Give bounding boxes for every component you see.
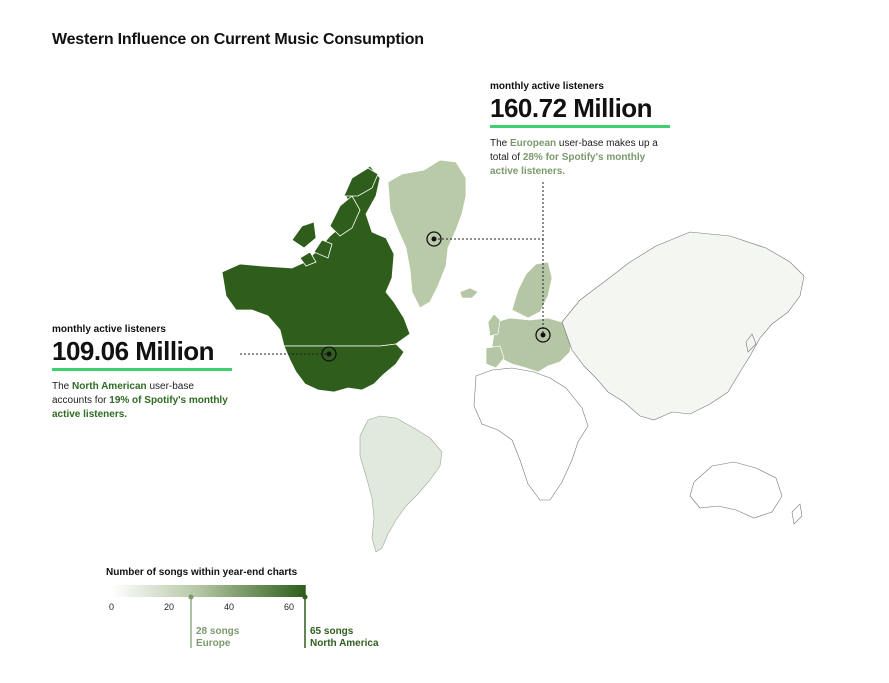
europe-mainland	[491, 317, 573, 373]
island-arctic-3	[299, 251, 317, 267]
region-south-america[interactable]	[359, 415, 443, 553]
legend-tick: 60	[284, 602, 295, 612]
legend-tick: 0	[109, 602, 115, 612]
japan	[745, 333, 757, 353]
region-greenland[interactable]	[387, 159, 467, 309]
island-arctic-1	[291, 221, 317, 249]
country-usa	[283, 343, 405, 393]
callout-kicker: monthly active listeners	[52, 324, 166, 335]
callout-description: The European user-base makes up a total …	[490, 138, 658, 177]
region-north-america[interactable]	[221, 165, 411, 393]
greenland-marker	[426, 231, 442, 247]
region-asia[interactable]	[561, 231, 805, 421]
island-baffin	[329, 195, 361, 237]
callout-rule	[490, 125, 670, 128]
new-zealand	[791, 503, 803, 525]
country-canada	[221, 165, 411, 347]
legend-label-north-america: 65 songs North America	[310, 626, 379, 649]
callout-rule	[52, 368, 232, 371]
callout-europe: monthly active listeners 160.72 Million …	[490, 81, 670, 179]
island-britain	[487, 313, 501, 337]
callout-kicker: monthly active listeners	[490, 81, 604, 92]
region-europe[interactable]	[485, 261, 573, 373]
legend-markers	[188, 585, 308, 648]
location-markers	[321, 231, 551, 362]
region-africa[interactable]	[473, 367, 589, 501]
island-iceland	[459, 287, 479, 299]
scandinavia	[511, 261, 553, 319]
island-ellesmere	[343, 167, 379, 197]
north-america-marker	[321, 346, 337, 362]
island-arctic-2	[313, 239, 333, 259]
legend-title: Number of songs within year-end charts	[106, 567, 298, 578]
europe-marker	[535, 327, 551, 343]
page-title: Western Influence on Current Music Consu…	[52, 31, 424, 48]
legend-label-europe: 28 songs Europe	[196, 626, 240, 649]
callout-value: 160.72 Million	[490, 93, 653, 123]
callout-leaders	[240, 180, 544, 355]
callout-north-america: monthly active listeners 109.06 Million …	[52, 324, 234, 422]
iberia	[485, 345, 505, 369]
callout-value: 109.06 Million	[52, 336, 215, 366]
region-australia[interactable]	[689, 461, 783, 519]
legend-color-scale	[112, 585, 305, 597]
callout-description: The North American user-base accounts fo…	[52, 381, 228, 420]
legend-tick: 40	[224, 602, 235, 612]
legend-tick: 20	[164, 602, 175, 612]
